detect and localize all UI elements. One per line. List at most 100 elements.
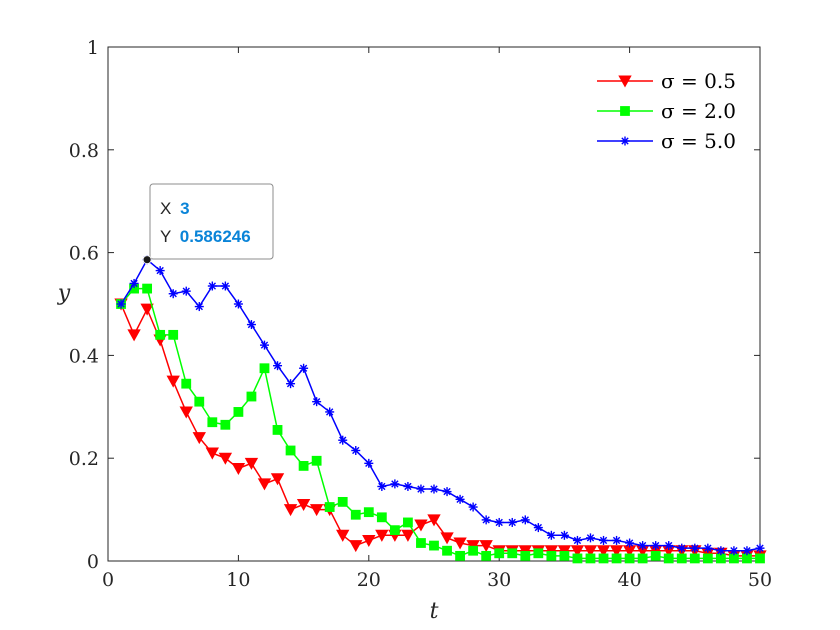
legend-item: σ = 5.0 bbox=[597, 129, 736, 153]
x-tick-label: 40 bbox=[618, 569, 642, 591]
data-point bbox=[689, 553, 700, 564]
data-point bbox=[599, 535, 609, 545]
data-point bbox=[205, 447, 219, 460]
data-point bbox=[572, 553, 583, 564]
data-point bbox=[598, 553, 609, 564]
data-point bbox=[494, 517, 504, 527]
data-point bbox=[755, 553, 765, 564]
legend-marker bbox=[618, 75, 632, 88]
legend-marker bbox=[620, 136, 630, 146]
data-point bbox=[338, 435, 348, 445]
x-tick-label: 30 bbox=[487, 569, 511, 591]
data-point bbox=[231, 462, 246, 476]
data-point bbox=[194, 396, 205, 407]
svg-text:X 3: X 3 bbox=[160, 199, 190, 218]
data-point bbox=[583, 545, 598, 558]
data-point bbox=[142, 283, 153, 294]
data-point bbox=[286, 379, 296, 389]
tick-labels: 0 10 20 30 40 50 0 0.2 0.4 0.6 0.8 1 bbox=[69, 37, 772, 591]
data-point bbox=[559, 550, 570, 561]
data-point bbox=[155, 266, 165, 276]
series-layer bbox=[114, 255, 767, 564]
legend-label: σ = 2.0 bbox=[661, 99, 736, 123]
data-point bbox=[664, 541, 674, 551]
data-point bbox=[336, 529, 350, 542]
data-point bbox=[246, 320, 256, 330]
data-point bbox=[625, 538, 635, 548]
data-point bbox=[270, 473, 285, 486]
data-point bbox=[676, 553, 687, 564]
data-point bbox=[363, 507, 374, 518]
data-point bbox=[742, 553, 752, 564]
data-point bbox=[729, 546, 739, 556]
data-point bbox=[220, 281, 230, 291]
data-point bbox=[390, 479, 400, 489]
svg-text:Y 0.586246: Y 0.586246 bbox=[160, 227, 251, 246]
data-point bbox=[257, 478, 272, 491]
y-tick-label: 0 bbox=[87, 551, 99, 573]
y-tick-label: 0.2 bbox=[69, 448, 99, 470]
data-point bbox=[192, 432, 206, 445]
data-point bbox=[351, 445, 361, 455]
data-point bbox=[742, 546, 752, 556]
data-point bbox=[612, 535, 622, 545]
data-point bbox=[507, 548, 518, 559]
data-point bbox=[389, 525, 400, 536]
data-point bbox=[455, 550, 465, 561]
data-point bbox=[181, 286, 191, 296]
data-point bbox=[455, 494, 465, 504]
data-point bbox=[376, 512, 387, 523]
data-point bbox=[533, 523, 543, 533]
data-point bbox=[570, 545, 585, 558]
data-point bbox=[596, 545, 611, 558]
data-point bbox=[416, 484, 426, 494]
legend-label: σ = 5.0 bbox=[661, 129, 736, 153]
data-point bbox=[285, 445, 296, 456]
data-point bbox=[702, 553, 713, 564]
data-point bbox=[651, 541, 661, 551]
data-point bbox=[440, 532, 454, 545]
data-point bbox=[755, 543, 765, 553]
data-point bbox=[220, 419, 231, 430]
y-axis-label: y bbox=[57, 281, 71, 306]
data-point bbox=[468, 545, 479, 556]
data-point bbox=[427, 514, 441, 527]
data-point bbox=[218, 452, 233, 465]
y-tick-label: 0.6 bbox=[69, 243, 99, 265]
data-point bbox=[116, 299, 126, 309]
data-point bbox=[520, 550, 531, 561]
data-point bbox=[244, 457, 259, 470]
series-2 bbox=[116, 255, 765, 556]
data-point bbox=[494, 548, 505, 559]
data-point bbox=[572, 535, 582, 545]
data-point bbox=[325, 407, 335, 417]
data-point bbox=[179, 406, 193, 419]
data-point bbox=[272, 425, 283, 435]
data-point bbox=[429, 484, 439, 494]
data-point bbox=[609, 545, 624, 558]
data-point bbox=[403, 517, 413, 528]
data-point bbox=[309, 504, 324, 517]
data-point bbox=[481, 550, 492, 561]
data-point bbox=[416, 538, 426, 548]
datatip-marker[interactable] bbox=[142, 255, 152, 265]
data-point bbox=[140, 303, 154, 316]
data-point bbox=[181, 378, 192, 389]
data-point bbox=[168, 289, 178, 299]
data-point bbox=[468, 502, 478, 512]
data-point bbox=[546, 530, 556, 540]
data-point bbox=[429, 540, 439, 551]
data-point bbox=[690, 543, 700, 553]
data-point bbox=[207, 417, 218, 428]
data-point bbox=[350, 509, 361, 520]
y-tick-label: 0.4 bbox=[69, 345, 99, 367]
data-point bbox=[401, 529, 415, 542]
datatip-box bbox=[149, 183, 274, 260]
data-point bbox=[611, 553, 622, 564]
datatip[interactable]: X 3 Y 0.586246 bbox=[142, 183, 274, 265]
datatip-x-label: X bbox=[160, 199, 171, 218]
data-point bbox=[364, 458, 374, 468]
data-point bbox=[481, 515, 491, 525]
data-point bbox=[715, 553, 726, 564]
